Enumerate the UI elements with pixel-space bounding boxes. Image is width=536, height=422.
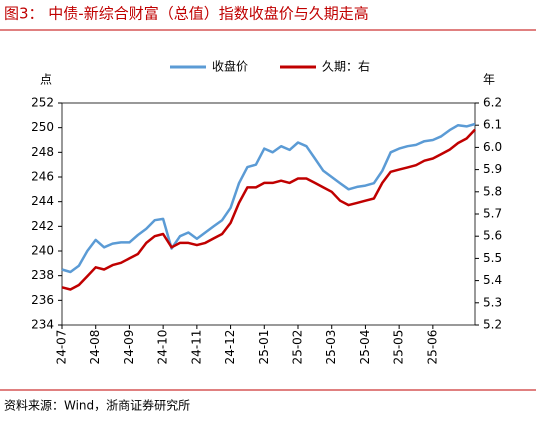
x-tick-label: 24-10 <box>156 330 170 365</box>
chart-title: 图3： 中债-新综合财富（总值）指数收盘价与久期走高 <box>4 5 369 23</box>
y2-axis-label: 年 <box>483 73 495 87</box>
y2-tick-label: 6.1 <box>483 118 502 132</box>
x-tick-label: 25-01 <box>257 330 271 365</box>
y-axis-label: 点 <box>40 73 52 87</box>
plot-frame <box>61 102 476 326</box>
x-tick-label: 24-11 <box>189 330 203 365</box>
legend-label: 久期：右 <box>322 59 370 74</box>
series-line <box>61 122 476 274</box>
x-tick-label: 24-12 <box>223 330 237 365</box>
y-tick-label: 252 <box>31 96 54 110</box>
y-tick-label: 238 <box>31 268 54 282</box>
x-tick-label: 24-08 <box>88 330 102 365</box>
y-tick-label: 240 <box>31 244 54 258</box>
y2-tick-label: 5.3 <box>483 295 502 309</box>
x-tick-label: 24-09 <box>122 330 136 365</box>
x-tick-label: 25-05 <box>392 330 406 365</box>
y2-tick-label: 5.5 <box>483 251 502 265</box>
y-tick-label: 244 <box>31 194 54 208</box>
x-tick-label: 24-07 <box>55 330 69 365</box>
y2-tick-label: 5.8 <box>483 184 502 198</box>
x-tick-label: 25-03 <box>324 330 338 365</box>
y-tick-label: 248 <box>31 145 54 159</box>
y-tick-label: 236 <box>31 293 54 307</box>
source-note: 资料来源：Wind，浙商证券研究所 <box>4 398 190 413</box>
x-tick-label: 25-02 <box>291 330 305 365</box>
y2-tick-label: 6.0 <box>483 140 502 154</box>
y2-tick-label: 5.6 <box>483 229 502 243</box>
y2-tick-label: 6.2 <box>483 96 502 110</box>
y2-tick-label: 5.7 <box>483 207 502 221</box>
x-tick-label: 25-04 <box>358 330 372 365</box>
series-line <box>61 128 476 291</box>
legend-label: 收盘价 <box>212 59 248 74</box>
y-tick-label: 250 <box>31 120 54 134</box>
y2-tick-label: 5.4 <box>483 273 502 287</box>
y2-tick-label: 5.2 <box>483 318 502 332</box>
x-tick-label: 25-06 <box>425 330 439 365</box>
y-tick-label: 234 <box>31 318 54 332</box>
y2-tick-label: 5.9 <box>483 162 502 176</box>
y-tick-label: 242 <box>31 219 54 233</box>
y-tick-label: 246 <box>31 170 54 184</box>
